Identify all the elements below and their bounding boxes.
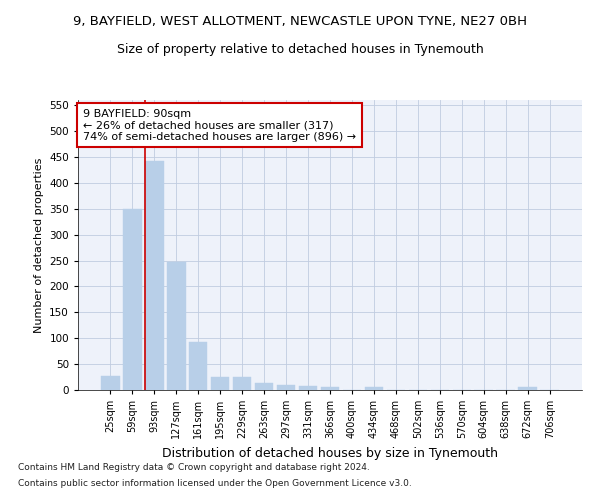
Bar: [123, 209, 142, 390]
Bar: [518, 388, 537, 390]
Bar: [167, 262, 185, 390]
Bar: [320, 387, 340, 390]
Bar: [255, 383, 274, 390]
Bar: [145, 160, 164, 390]
Bar: [189, 342, 208, 390]
Bar: [299, 386, 317, 390]
Text: 9 BAYFIELD: 90sqm
← 26% of detached houses are smaller (317)
74% of semi-detache: 9 BAYFIELD: 90sqm ← 26% of detached hous…: [83, 108, 356, 142]
Bar: [101, 376, 119, 390]
Bar: [365, 388, 383, 390]
Bar: [233, 377, 251, 390]
Text: Contains HM Land Registry data © Crown copyright and database right 2024.: Contains HM Land Registry data © Crown c…: [18, 464, 370, 472]
Y-axis label: Number of detached properties: Number of detached properties: [34, 158, 44, 332]
Text: 9, BAYFIELD, WEST ALLOTMENT, NEWCASTLE UPON TYNE, NE27 0BH: 9, BAYFIELD, WEST ALLOTMENT, NEWCASTLE U…: [73, 15, 527, 28]
Bar: [211, 377, 229, 390]
Text: Size of property relative to detached houses in Tynemouth: Size of property relative to detached ho…: [116, 42, 484, 56]
X-axis label: Distribution of detached houses by size in Tynemouth: Distribution of detached houses by size …: [162, 446, 498, 460]
Bar: [277, 385, 295, 390]
Text: Contains public sector information licensed under the Open Government Licence v3: Contains public sector information licen…: [18, 478, 412, 488]
